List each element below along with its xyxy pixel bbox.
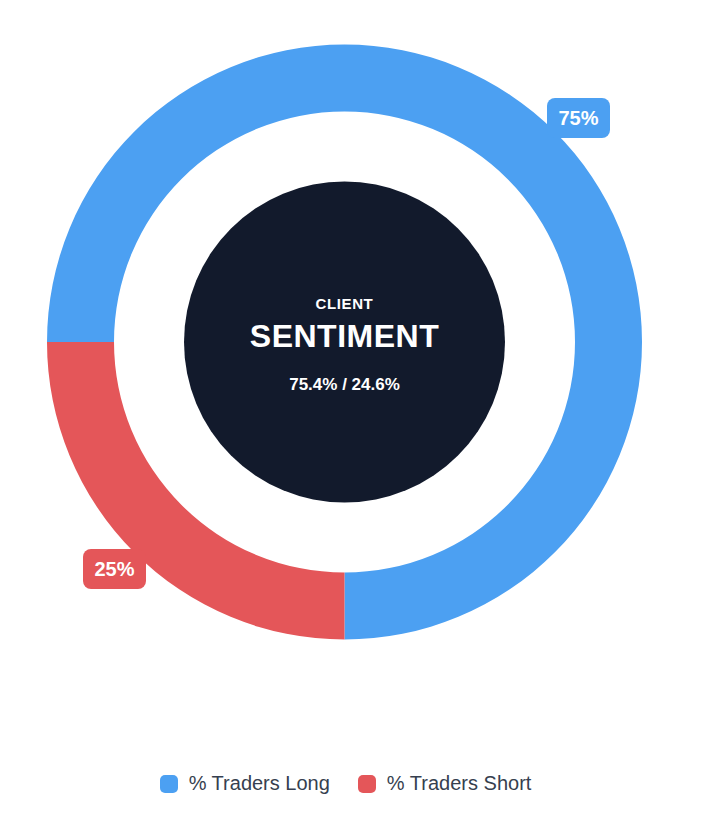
legend-label-short: % Traders Short [387, 772, 532, 795]
legend-item-short[interactable]: % Traders Short [358, 772, 532, 795]
client-sentiment-panel: CLIENT SENTIMENT 75.4% / 24.6% 75% 25% %… [0, 0, 701, 813]
legend-label-long: % Traders Long [189, 772, 330, 795]
center-title: SENTIMENT [184, 318, 505, 354]
datalabel-short-badge: 25% [83, 549, 146, 589]
center-eyebrow: CLIENT [184, 296, 505, 312]
center-detail: 75.4% / 24.6% [184, 376, 505, 394]
legend-swatch-short [358, 775, 376, 793]
legend-swatch-long [160, 775, 178, 793]
chart-legend: % Traders Long % Traders Short [0, 772, 691, 795]
datalabel-long-badge: 75% [547, 98, 610, 138]
legend-item-long[interactable]: % Traders Long [160, 772, 330, 795]
